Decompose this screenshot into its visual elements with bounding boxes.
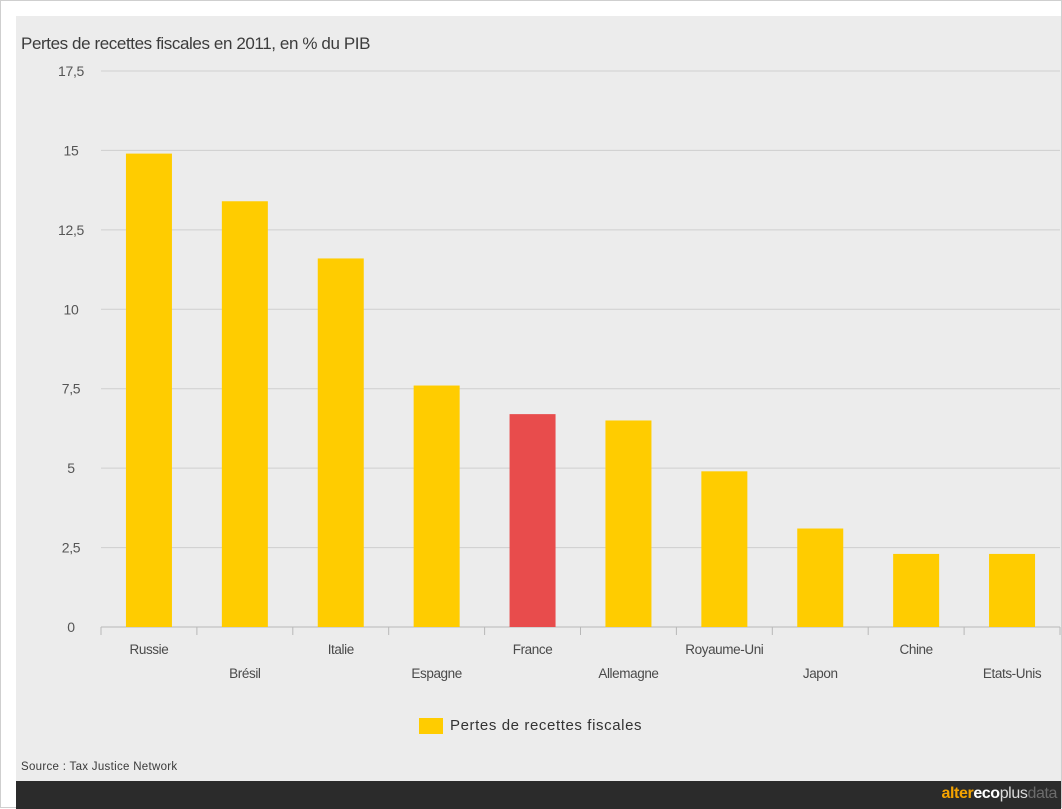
- bar: [125, 153, 172, 627]
- bar: [893, 553, 940, 627]
- x-tick-label: Italie: [328, 642, 354, 657]
- legend-label: Pertes de recettes fiscales: [450, 717, 643, 734]
- x-tick-label: Chine: [900, 642, 933, 657]
- x-tick-label: Japon: [803, 666, 838, 681]
- x-tick-label: France: [513, 642, 553, 657]
- brand-logo-eco: eco: [973, 785, 1000, 802]
- chart-panel: [16, 16, 1061, 794]
- x-tick-label: Etats-Unis: [983, 666, 1042, 681]
- x-tick-label: Russie: [130, 642, 169, 657]
- x-tick-label: Allemagne: [598, 666, 658, 681]
- bar: [797, 528, 844, 627]
- y-tick-label: 7,5: [62, 381, 81, 397]
- bar: [989, 553, 1036, 627]
- y-tick-label: 0: [67, 619, 75, 635]
- x-tick-label: Royaume-Uni: [685, 642, 764, 657]
- brand-logo-data: data: [1027, 785, 1057, 802]
- bar: [317, 258, 364, 627]
- brand-logo: alterecoplusdata: [942, 785, 1058, 803]
- y-tick-label: 5: [67, 460, 75, 476]
- bar: [221, 201, 268, 627]
- bar: [701, 471, 748, 627]
- chart-title: Pertes de recettes fiscales en 2011, en …: [21, 34, 371, 53]
- legend: Pertes de recettes fiscales: [419, 717, 642, 734]
- x-tick-label: Espagne: [411, 666, 462, 681]
- bar: [413, 385, 460, 627]
- y-tick-label: 15: [64, 142, 79, 158]
- y-tick-label: 10: [64, 301, 79, 317]
- brand-logo-plus: plus: [999, 785, 1028, 802]
- bar: [605, 420, 652, 627]
- bar: [509, 414, 556, 627]
- source-note: Source : Tax Justice Network: [21, 761, 178, 773]
- x-tick-label: Brésil: [229, 666, 261, 681]
- y-tick-label: 2,5: [62, 540, 81, 556]
- legend-swatch: [419, 717, 443, 734]
- brand-footer-bar: alterecoplusdata: [16, 781, 1061, 809]
- brand-logo-alter: alter: [941, 785, 974, 802]
- y-tick-label: 12,5: [58, 222, 85, 238]
- y-tick-label: 17,5: [58, 63, 85, 79]
